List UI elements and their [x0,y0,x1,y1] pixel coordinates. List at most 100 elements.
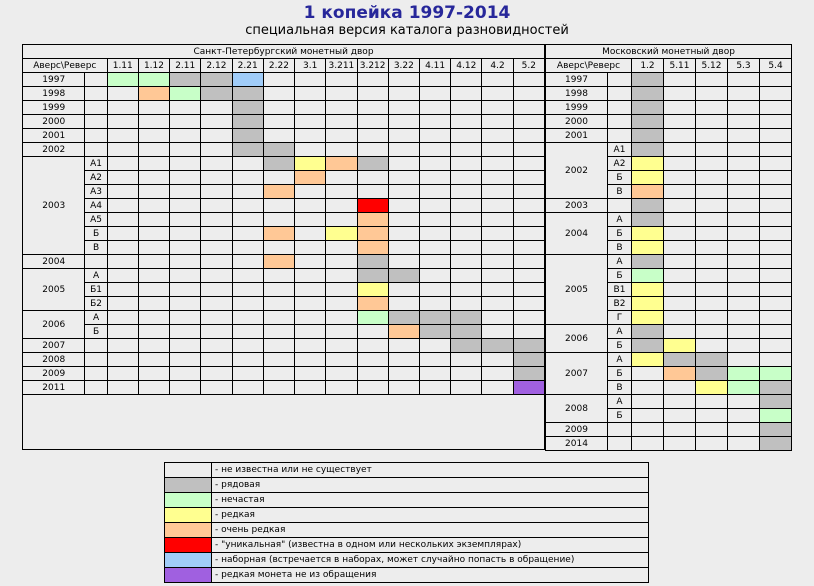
rarity-cell [200,268,233,283]
rarity-cell [262,240,296,255]
rarity-cell [200,128,233,143]
year-cell: 2002 [545,142,608,199]
year-cell: 2002 [21,142,86,157]
rarity-cell [727,86,760,101]
rarity-cell [631,156,664,171]
year-cell: 2004 [545,212,608,255]
rarity-cell [137,324,171,339]
rarity-cell [450,142,483,157]
rarity-cell [325,170,358,185]
rarity-cell [106,226,139,241]
variety-cell: А [607,394,632,409]
rarity-cell [631,72,664,87]
rarity-cell [695,380,728,395]
rarity-cell [695,156,728,171]
rarity-cell [356,282,389,297]
rarity-cell [695,240,728,255]
rarity-cell [200,366,233,381]
table-row: 1999 [545,100,793,115]
rarity-cell [294,366,327,381]
rarity-cell [325,184,358,199]
rarity-cell [106,198,139,213]
rarity-cell [758,184,793,199]
variety-cell: А [607,352,632,367]
rarity-cell [106,86,139,101]
rarity-cell [356,338,389,353]
rarity-cell [512,226,546,241]
rarity-cell [663,226,696,241]
legend-label: - наборная (встречается в наборах, может… [211,552,649,568]
rarity-cell [387,240,420,255]
legend-row: - не известна или не существует [164,462,649,478]
rarity-cell [663,170,696,185]
variety-cell [607,100,632,115]
table-filler [22,394,545,450]
table-row: 2008 [21,352,546,367]
rarity-cell [695,394,728,409]
rarity-cell [758,282,793,297]
table-row: 2006 А [545,324,793,353]
table-row: 2006 А [21,310,546,339]
rarity-cell [631,128,664,143]
rarity-cell [387,366,420,381]
rarity-cell [450,170,483,185]
rarity-cell [512,86,546,101]
variety-cell [84,86,108,101]
rarity-cell [758,226,793,241]
rarity-cell [758,338,793,353]
rarity-cell [512,198,546,213]
table-row: 1998 [545,86,793,101]
rarity-cell [727,380,760,395]
rarity-cell [631,170,664,185]
rarity-cell [231,338,264,353]
year-cell: 1999 [545,100,608,115]
rarity-cell [481,240,514,255]
rarity-cell [106,72,139,87]
rarity-cell [356,72,389,87]
rarity-cell [356,170,389,185]
rarity-cell [200,142,233,157]
variety-cell: Б [607,226,632,241]
rarity-cell [262,282,296,297]
rarity-cell [481,128,514,143]
rarity-cell [631,282,664,297]
rarity-cell [663,296,696,311]
column-header: 5.11 [663,58,696,73]
rarity-cell [231,170,264,185]
rarity-cell [663,380,696,395]
table-row: 2005 А [545,254,793,325]
rarity-cell [294,268,327,283]
rarity-cell [481,324,514,339]
rarity-cell [387,380,420,395]
rarity-cell [481,296,514,311]
rarity-cell [325,198,358,213]
rarity-cell [262,72,296,87]
rarity-cell [481,310,514,325]
column-header: 5.12 [695,58,728,73]
rarity-cell [450,72,483,87]
rarity-cell [758,212,793,227]
rarity-cell [262,296,296,311]
rarity-cell [481,268,514,283]
year-cell: 2003 [21,156,86,255]
column-header: 3.1 [294,58,327,73]
rarity-cell [481,226,514,241]
rarity-cell [727,72,760,87]
rarity-cell [758,408,793,423]
rarity-cell [262,366,296,381]
rarity-cell [169,240,202,255]
year-cell: 1997 [21,72,86,87]
rarity-cell [137,198,171,213]
rarity-cell [481,72,514,87]
rarity-cell [262,156,296,171]
rarity-cell [758,380,793,395]
rarity-cell [231,114,264,129]
rarity-cell [137,352,171,367]
rarity-cell [631,114,664,129]
rarity-cell [631,184,664,199]
rarity-cell [418,310,452,325]
rarity-cell [727,114,760,129]
rarity-cell [294,240,327,255]
rarity-cell [663,240,696,255]
variety-cell: А [607,212,632,227]
